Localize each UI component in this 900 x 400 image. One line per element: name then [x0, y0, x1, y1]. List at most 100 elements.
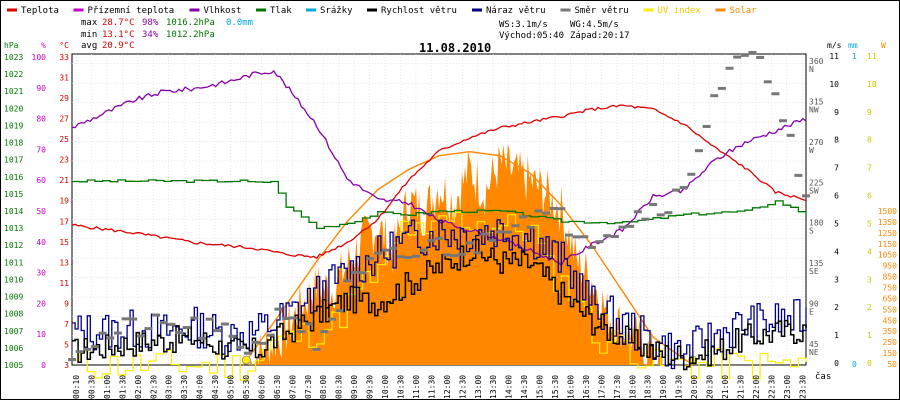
axis-w-tick: 1150: [878, 240, 897, 249]
axis-w-tick: 1350: [878, 218, 897, 227]
axis-direction-tick: 135: [809, 259, 824, 268]
axis-hpa-tick: 1013: [4, 224, 23, 233]
x-tick-label: 06:00: [257, 375, 266, 399]
axis-degc-tick: 23: [59, 156, 69, 165]
axis-uv-tick: 8: [867, 136, 872, 145]
axis-ms-tick: 11: [829, 52, 839, 61]
wind-direction-mark: [381, 248, 390, 252]
wind-direction-mark: [90, 345, 99, 349]
wind-direction-mark: [358, 271, 367, 275]
x-tick-label: 02:00: [134, 375, 143, 399]
axis-direction-tick: 225: [809, 178, 824, 187]
wind-direction-mark: [465, 241, 474, 245]
stats-wg: WG:4.5m/s: [570, 20, 619, 30]
wind-direction-mark: [236, 345, 245, 349]
stats-ws: WS:3.1m/s: [499, 20, 548, 30]
wind-direction-mark: [740, 53, 749, 57]
x-tick-label: 17:00: [597, 375, 606, 399]
wind-direction-mark: [779, 119, 788, 123]
wind-direction-mark: [68, 358, 76, 362]
axis-degc-tick: 25: [59, 135, 69, 144]
axis-degc-tick: 33: [59, 53, 69, 62]
axis-pct-tick: 60: [36, 176, 46, 185]
x-tick-label: 19:00: [659, 375, 668, 399]
axis-ms-tick: 4: [834, 247, 839, 256]
wind-direction-mark: [152, 313, 161, 317]
stats-avg-label: avg: [81, 41, 97, 51]
wind-direction-mark: [626, 224, 635, 228]
legend-label: Směr větru: [575, 6, 629, 16]
x-tick-label: 15:00: [536, 375, 545, 399]
axis-ms-tick: 0: [834, 359, 839, 368]
stats-avg-temp: 20.9°C: [102, 41, 135, 51]
legend-label: Přízemní teplota: [88, 6, 175, 16]
axis-uv-tick: 11: [867, 52, 877, 61]
axis-ms-tick: 8: [834, 136, 839, 145]
wind-direction-mark: [672, 188, 681, 192]
wind-direction-mark: [710, 94, 719, 98]
x-tick-label: 10:00: [381, 375, 390, 399]
x-tick-label: 09:00: [350, 375, 359, 399]
wind-direction-mark: [129, 317, 138, 321]
wind-direction-mark: [687, 172, 696, 176]
wind-direction-mark: [511, 224, 520, 228]
axis-hpa-tick: 1022: [4, 70, 23, 79]
axis-hpa-tick: 1010: [4, 275, 23, 284]
wind-direction-mark: [435, 236, 443, 240]
wind-direction-mark: [603, 234, 612, 238]
wind-direction-mark: [343, 279, 352, 283]
series-naraz-vetru: [72, 219, 807, 370]
wind-direction-mark: [641, 217, 650, 221]
wind-direction-mark: [243, 351, 252, 355]
wind-direction-mark: [113, 331, 122, 335]
wind-direction-mark: [266, 333, 275, 337]
x-tick-label: 21:30: [736, 375, 745, 399]
legend-label: UV index: [658, 6, 702, 16]
wind-direction-mark: [350, 271, 359, 275]
axis-mm-tick: 1: [852, 52, 857, 61]
wind-direction-mark: [526, 225, 535, 229]
axis-ms-tick: 5: [834, 219, 839, 228]
stats-min-label: min: [81, 30, 97, 40]
axis-uv-tick: 1: [867, 331, 872, 340]
wind-direction-mark: [473, 251, 482, 255]
wind-direction-mark: [534, 209, 543, 213]
x-tick-label: 23:00: [783, 375, 792, 399]
wind-direction-mark: [756, 55, 765, 59]
axis-uv-tick: 9: [867, 108, 872, 117]
wind-direction-mark: [549, 206, 558, 210]
stats-max-temp: 28.7°C: [102, 18, 135, 28]
axis-degc-tick: 13: [59, 258, 69, 267]
sunrise-marker: [241, 355, 251, 365]
axis-hpa-unit: hPa: [4, 41, 19, 50]
axis-hpa-tick: 1012: [4, 241, 23, 250]
axis-direction-tick: SW: [809, 186, 819, 195]
axis-w-tick: 950: [883, 262, 898, 271]
axis-direction-tick: E: [809, 308, 814, 317]
axis-hpa-tick: 1020: [4, 104, 23, 113]
wind-direction-mark: [580, 235, 589, 239]
axis-pct-tick: 80: [36, 115, 46, 124]
x-tick-label: 16:00: [566, 375, 575, 399]
wind-direction-mark: [197, 336, 206, 340]
wind-direction-mark: [228, 334, 237, 338]
stats-max-rain: 0.0mm: [226, 18, 253, 28]
axis-degc-tick: 21: [59, 176, 69, 185]
series-tlak: [72, 179, 807, 230]
wind-direction-mark: [679, 185, 688, 189]
stats-max-press: 1016.2hPa: [166, 18, 215, 28]
stats-min-hum: 34%: [142, 30, 159, 40]
axis-hpa-tick: 1006: [4, 344, 23, 353]
wind-direction-mark: [213, 329, 222, 333]
axis-w-tick: 650: [883, 294, 898, 303]
wind-direction-mark: [327, 317, 336, 321]
x-tick-label: 21:00: [721, 375, 730, 399]
x-tick-label: 05:30: [242, 375, 251, 399]
axis-direction-tick: 90: [809, 300, 819, 309]
axis-ms-tick: 6: [834, 192, 839, 201]
wind-direction-mark: [335, 309, 344, 313]
wind-direction-mark: [220, 322, 229, 326]
x-tick-label: 23:30: [798, 375, 807, 399]
x-tick-label: 22:00: [752, 375, 761, 399]
axis-mm-tick: 0: [852, 360, 857, 369]
